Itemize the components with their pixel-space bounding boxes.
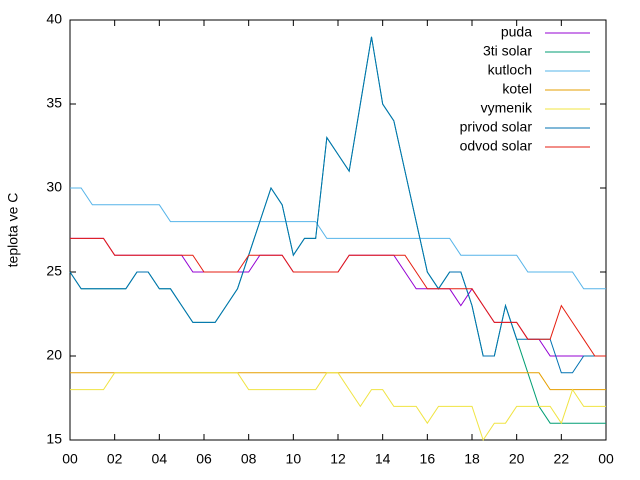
legend-label: puda [501,24,532,40]
legend-label: kotel [502,81,532,97]
x-tick-label: 14 [375,451,391,467]
x-tick-label: 00 [62,451,78,467]
y-tick-label: 15 [46,431,62,447]
x-tick-label: 06 [196,451,212,467]
x-tick-label: 04 [152,451,168,467]
series-line [69,36,606,374]
series-line [70,372,606,391]
x-tick-label: 08 [241,451,257,467]
x-tick-label: 16 [420,451,436,467]
x-tick-label: 18 [464,451,480,467]
x-tick-label: 02 [107,451,123,467]
legend-label: privod solar [460,119,533,135]
legend-label: odvod solar [460,138,533,154]
series-line [70,237,606,357]
y-tick-label: 40 [46,11,62,27]
series-line [70,372,606,442]
y-tick-label: 30 [46,179,62,195]
y-tick-label: 25 [46,263,62,279]
x-tick-label: 22 [554,451,570,467]
series-line [70,187,606,290]
y-tick-label: 35 [46,95,62,111]
y-axis-label: teplota ve C [5,193,21,268]
legend-label: 3ti solar [483,43,532,59]
y-tick-label: 20 [46,347,62,363]
x-tick-label: 00 [598,451,614,467]
x-tick-label: 10 [286,451,302,467]
legend-label: kutloch [488,62,532,78]
series-line [70,237,606,357]
x-tick-label: 20 [509,451,525,467]
legend-label: vymenik [481,100,533,116]
x-tick-label: 12 [330,451,346,467]
